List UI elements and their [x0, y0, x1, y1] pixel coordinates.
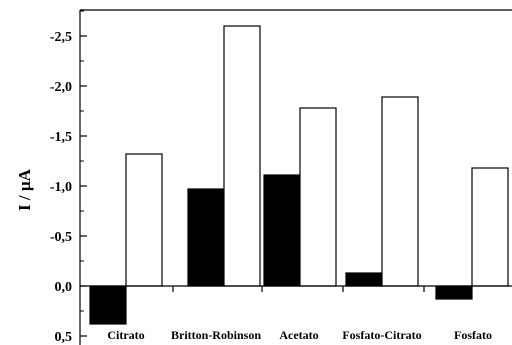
y-axis-title: I / µA [15, 168, 34, 211]
bar-britton-robinson-s2 [223, 25, 261, 287]
bar-fosfato-s2 [471, 167, 509, 287]
x-tick-label: Acetato [279, 328, 318, 342]
y-tick-label: -1,5 [50, 130, 72, 145]
y-tick-label: -2,5 [50, 30, 72, 45]
axes-group [79, 9, 512, 345]
x-tick-label: Fosfato-Citrato [342, 328, 421, 342]
y-tick-label: -2,0 [50, 80, 72, 95]
bar-acetato-s2 [299, 107, 337, 287]
y-tick-label: -1,0 [50, 180, 72, 195]
bar-fosfato-citrato-s2 [381, 96, 419, 287]
bars-group [89, 25, 509, 325]
x-tick-label: Fosfato [454, 328, 492, 342]
bar-citrato-s2 [125, 153, 163, 287]
x-tick-label: Britton-Robinson [171, 328, 261, 342]
bar-acetato-s1 [263, 174, 301, 287]
x-tick-label: Citrato [107, 328, 144, 342]
y-tick-label: -0,5 [50, 230, 72, 245]
bar-fosfato-citrato-s1 [345, 272, 383, 287]
y-tick-label: 0,0 [55, 280, 73, 295]
bar-fosfato-s1 [435, 285, 473, 300]
bar-citrato-s1 [89, 285, 127, 325]
y-tick-label: 0,5 [55, 330, 73, 345]
labels-group: 0,5 0,0 -0,5 -1,0 -1,5 -2,0 -2,5 Citrato Britton… [50, 30, 492, 345]
bar-britton-robinson-s1 [187, 188, 225, 287]
